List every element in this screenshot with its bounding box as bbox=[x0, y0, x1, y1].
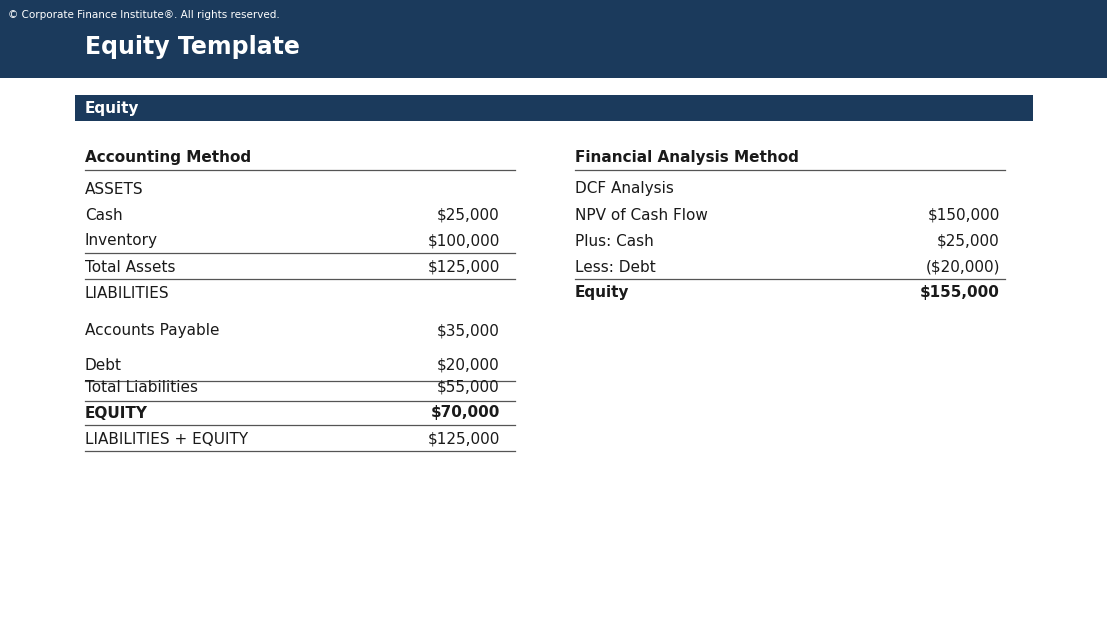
Text: ($20,000): ($20,000) bbox=[925, 259, 1000, 274]
Text: $125,000: $125,000 bbox=[427, 432, 500, 447]
Text: EQUITY: EQUITY bbox=[85, 406, 148, 420]
Text: © Corporate Finance Institute®. All rights reserved.: © Corporate Finance Institute®. All righ… bbox=[8, 10, 280, 20]
Text: $70,000: $70,000 bbox=[431, 406, 500, 420]
Text: DCF Analysis: DCF Analysis bbox=[575, 182, 674, 197]
Text: Cash: Cash bbox=[85, 208, 123, 223]
Text: Equity Template: Equity Template bbox=[85, 35, 300, 59]
Text: Total Liabilities: Total Liabilities bbox=[85, 379, 198, 394]
Text: Debt: Debt bbox=[85, 358, 122, 373]
Text: $20,000: $20,000 bbox=[437, 358, 500, 373]
Text: Less: Debt: Less: Debt bbox=[575, 259, 655, 274]
Text: NPV of Cash Flow: NPV of Cash Flow bbox=[575, 208, 707, 223]
Text: Accounts Payable: Accounts Payable bbox=[85, 323, 219, 338]
Bar bbox=[75, 95, 1033, 121]
Text: $25,000: $25,000 bbox=[437, 208, 500, 223]
Bar bbox=[0, 0, 1107, 78]
Text: $25,000: $25,000 bbox=[938, 233, 1000, 249]
Text: Accounting Method: Accounting Method bbox=[85, 150, 251, 165]
Text: Financial Analysis Method: Financial Analysis Method bbox=[575, 150, 799, 165]
Text: LIABILITIES + EQUITY: LIABILITIES + EQUITY bbox=[85, 432, 248, 447]
Text: Total Assets: Total Assets bbox=[85, 259, 176, 274]
Text: Plus: Cash: Plus: Cash bbox=[575, 233, 654, 249]
Text: $35,000: $35,000 bbox=[437, 323, 500, 338]
Text: Inventory: Inventory bbox=[85, 233, 158, 249]
Text: Equity: Equity bbox=[575, 285, 630, 300]
Text: LIABILITIES: LIABILITIES bbox=[85, 285, 169, 300]
Text: Equity: Equity bbox=[85, 101, 139, 116]
Text: $55,000: $55,000 bbox=[437, 379, 500, 394]
Text: $155,000: $155,000 bbox=[920, 285, 1000, 300]
Text: $100,000: $100,000 bbox=[427, 233, 500, 249]
Text: $150,000: $150,000 bbox=[928, 208, 1000, 223]
Text: ASSETS: ASSETS bbox=[85, 182, 144, 197]
Text: $125,000: $125,000 bbox=[427, 259, 500, 274]
